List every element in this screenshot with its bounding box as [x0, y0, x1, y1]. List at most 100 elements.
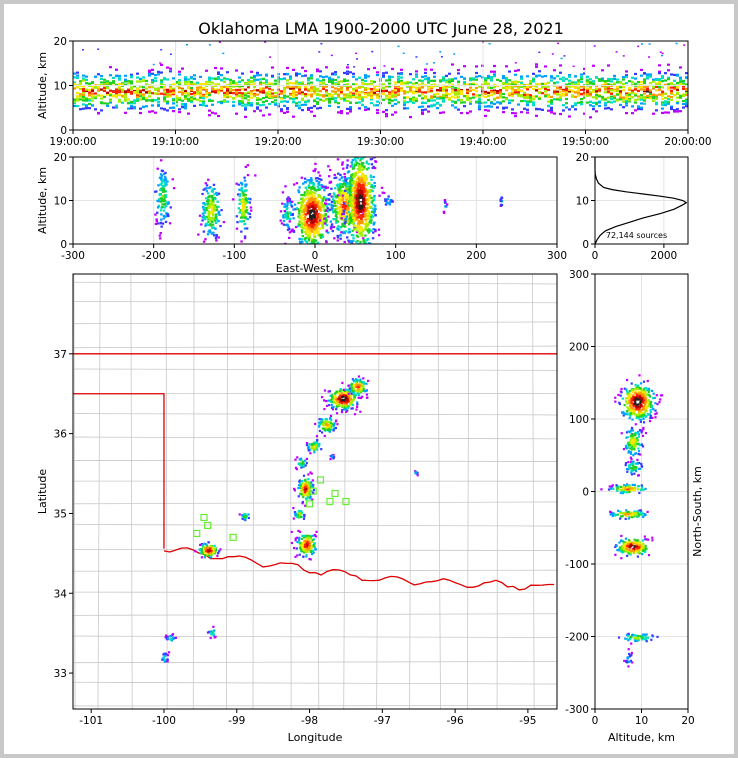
time-height-source-bin	[397, 93, 400, 97]
east-west-source-bin	[350, 161, 354, 164]
time-height-source-bin	[202, 100, 205, 103]
time-height-source-bin	[676, 86, 679, 89]
east-west-source-bin	[327, 193, 330, 196]
time-height-source-bin	[484, 78, 487, 82]
time-height-source-bin	[223, 95, 226, 99]
time-height-source-bin	[166, 100, 169, 103]
time-height-source-bin	[440, 56, 443, 58]
time-height-source-bin	[676, 88, 679, 91]
time-height-source-bin	[382, 86, 385, 89]
time-height-source-bin	[91, 81, 94, 84]
east-west-source-bin	[316, 227, 320, 230]
east-west-source-bin	[365, 198, 369, 201]
east-west-source-bin	[343, 222, 347, 225]
time-height-source-bin	[571, 81, 574, 84]
east-west-source-bin	[343, 191, 347, 194]
time-height-source-bin	[109, 94, 112, 97]
east-west-source-bin	[336, 239, 339, 242]
east-west-source-bin	[358, 180, 361, 183]
east-west-source-bin	[306, 204, 309, 207]
time-height-source-bin	[103, 83, 106, 86]
time-height-source-bin	[583, 96, 586, 99]
time-height-source-bin	[634, 93, 637, 96]
time-height-source-bin	[586, 89, 589, 92]
east-west-source-bin	[336, 236, 340, 239]
east-west-source-bin	[319, 236, 323, 239]
east-west-source-bin	[312, 208, 315, 212]
east-west-source-bin	[357, 211, 360, 214]
east-west-source-bin	[311, 193, 314, 196]
east-west-source-bin	[311, 215, 314, 218]
time-height-source-bin	[160, 63, 163, 67]
east-west-source-bin	[354, 202, 357, 205]
east-west-source-bin	[215, 218, 219, 221]
time-height-source-bin	[487, 109, 490, 112]
time-height-source-bin	[313, 92, 316, 95]
time-height-source-bin	[622, 89, 625, 92]
time-height-source-bin	[487, 98, 490, 102]
east-west-source-bin	[374, 230, 377, 233]
time-height-source-bin	[115, 88, 118, 91]
east-west-source-bin	[312, 233, 316, 236]
time-height-source-bin	[235, 83, 238, 86]
time-height-source-bin	[685, 72, 688, 75]
time-height-source-bin	[406, 96, 409, 99]
east-west-source-bin	[347, 200, 351, 203]
time-height-source-bin	[85, 104, 88, 107]
east-west-source-bin	[357, 168, 361, 171]
east-west-source-bin	[372, 223, 375, 226]
east-west-source-bin	[356, 193, 359, 197]
time-height-source-bin	[475, 65, 478, 68]
east-west-source-bin	[164, 220, 168, 223]
time-height-source-bin	[403, 90, 406, 93]
east-west-source-bin	[363, 179, 367, 182]
east-west-source-bin	[387, 195, 390, 198]
time-height-source-bin	[91, 89, 94, 92]
time-height-source-bin	[160, 48, 163, 51]
east-west-source-bin	[315, 225, 318, 228]
time-height-source-bin	[151, 99, 154, 103]
time-height-source-bin	[205, 93, 208, 96]
time-height-source-bin	[550, 106, 553, 110]
time-height-source-bin	[328, 101, 331, 104]
east-west-source-bin	[339, 237, 342, 240]
time-height-source-bin	[535, 114, 538, 117]
time-height-source-bin	[319, 106, 322, 109]
east-west-source-bin	[313, 195, 316, 198]
east-west-source-bin	[352, 194, 355, 197]
east-west-source-bin	[374, 228, 377, 231]
time-height-source-bin	[673, 86, 676, 89]
time-height-source-bin	[154, 73, 157, 77]
east-west-source-bin	[298, 186, 301, 189]
time-height-source-bin	[187, 93, 190, 97]
time-height-source-bin	[442, 96, 445, 100]
east-west-source-bin	[283, 203, 287, 206]
east-west-source-bin	[353, 220, 356, 223]
time-height-source-bin	[394, 87, 397, 90]
time-height-source-bin	[550, 79, 553, 82]
time-height-source-bin	[205, 80, 208, 84]
plan-view-source-bin	[331, 397, 335, 401]
east-west-source-bin	[367, 153, 369, 155]
east-west-source-bin	[159, 232, 162, 235]
time-height-source-bin	[523, 93, 526, 97]
time-height-source-bin	[235, 91, 238, 94]
time-height-source-bin	[373, 66, 376, 70]
time-height-source-bin	[133, 107, 136, 110]
time-height-source-bin	[385, 85, 388, 88]
east-west-source-bin	[302, 221, 305, 224]
time-height-source-bin	[268, 90, 271, 93]
east-west-source-bin	[316, 196, 320, 199]
east-west-source-bin	[242, 219, 245, 223]
east-west-source-bin	[323, 189, 326, 192]
time-height-source-bin	[373, 104, 376, 107]
east-west-source-bin	[348, 240, 351, 243]
east-west-source-bin	[349, 196, 353, 199]
time-height-source-bin	[85, 97, 88, 101]
time-height-source-bin	[322, 85, 325, 89]
time-height-source-bin	[433, 103, 436, 106]
time-height-source-bin	[601, 69, 604, 72]
time-height-source-bin	[313, 99, 316, 103]
time-height-source-bin	[496, 101, 499, 104]
east-west-source-bin	[366, 194, 370, 197]
